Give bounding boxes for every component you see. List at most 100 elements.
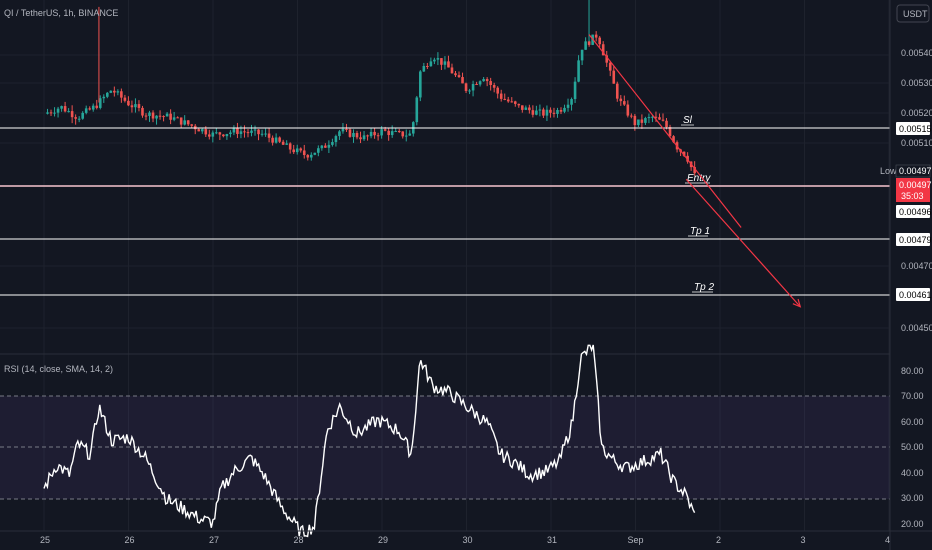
time-tick: 30 <box>463 535 473 545</box>
candle-body <box>612 70 616 84</box>
candle-body <box>120 91 123 98</box>
entry-label: Entry <box>687 173 711 184</box>
candle-body <box>630 115 633 117</box>
candle-body <box>390 131 394 136</box>
low-price-badge <box>895 164 931 178</box>
tp1-price-badge <box>896 233 930 246</box>
rsi-tick: 20.00 <box>901 519 924 529</box>
candle-body <box>239 131 243 134</box>
candle-body <box>556 110 559 114</box>
candle-body <box>426 65 429 67</box>
candle-body <box>278 137 281 142</box>
candle-body <box>88 108 92 110</box>
candle-body <box>693 167 696 174</box>
candle-body <box>457 75 461 78</box>
candle-body <box>236 128 239 134</box>
trend-arrow-line[interactable] <box>588 34 742 228</box>
candle-body <box>246 132 250 134</box>
candle-body <box>229 132 232 135</box>
candle-body <box>74 117 77 119</box>
candle-body <box>415 97 419 123</box>
candle-body <box>327 144 331 148</box>
candle-body <box>380 129 383 136</box>
candle-body <box>341 128 345 132</box>
candle-body <box>345 128 348 130</box>
candle-body <box>605 55 609 63</box>
candle-body <box>151 112 155 119</box>
candle-body <box>513 101 517 104</box>
candle-body <box>208 134 211 137</box>
candle-body <box>419 71 422 98</box>
symbol-label[interactable]: QI / TetherUS, 1h, BINANCE <box>4 8 118 18</box>
candle-body <box>70 111 74 118</box>
candle-body <box>141 107 144 116</box>
candle-body <box>587 41 591 45</box>
candle-body <box>450 67 454 74</box>
time-tick: 27 <box>209 535 219 545</box>
candle-body <box>584 41 587 50</box>
candle-body <box>352 133 355 137</box>
candle-body <box>179 117 183 125</box>
candle-body <box>299 148 303 151</box>
currency-button[interactable]: USDT <box>896 4 930 23</box>
price-tick: 0.00530 <box>901 78 932 88</box>
candle-body <box>475 83 478 85</box>
rsi-title: RSI (14, close, SMA, 14, 2) <box>4 364 113 374</box>
candle-body <box>654 116 658 118</box>
candle-body <box>169 113 172 120</box>
candle-body <box>63 106 67 112</box>
rsi-tick: 30.00 <box>901 493 924 503</box>
candle-body <box>651 116 654 118</box>
candle-body <box>190 124 194 126</box>
candle-body <box>225 134 229 137</box>
candle-body <box>95 105 99 108</box>
candle-body <box>320 145 324 149</box>
candle-body <box>130 105 134 108</box>
candle-body <box>197 129 201 132</box>
candle-body <box>222 134 225 137</box>
candle-body <box>366 135 369 137</box>
price-axis-background <box>890 0 932 550</box>
candle-body <box>383 129 387 131</box>
candle-body <box>98 98 102 108</box>
trend-arrow-line[interactable] <box>685 178 801 308</box>
low-badge-label: Low <box>880 166 897 176</box>
candle-body <box>373 131 376 136</box>
candle-body <box>492 85 496 88</box>
candle-body <box>598 37 601 45</box>
candle-body <box>468 90 471 92</box>
candle-body <box>464 83 468 91</box>
candle-body <box>538 109 542 111</box>
candle-body <box>243 131 246 133</box>
candle-body <box>109 90 113 93</box>
time-tick: 26 <box>125 535 135 545</box>
candle-body <box>623 101 626 105</box>
candle-body <box>264 133 267 135</box>
time-axis[interactable]: 25 26 27 28 29 30 31 Sep 2 3 4 <box>40 535 890 545</box>
price-axis[interactable]: 0.00540 0.00530 0.00520 0.00510 0.00470 … <box>901 48 932 333</box>
candle-body <box>637 119 640 126</box>
candle-body <box>577 60 580 82</box>
candle-body <box>250 130 253 133</box>
price-tick: 0.00520 <box>901 108 932 118</box>
candle-body <box>267 133 271 138</box>
candle-body <box>84 108 88 113</box>
candle-body <box>288 143 292 150</box>
candle-body <box>521 105 524 110</box>
time-tick: 28 <box>294 535 304 545</box>
candle-body <box>549 109 552 113</box>
candle-body <box>447 61 450 68</box>
candle-body <box>376 135 380 137</box>
countdown-timer: 35:03 <box>901 191 924 201</box>
candle-body <box>292 149 296 153</box>
candle-body <box>489 81 492 86</box>
rsi-axis[interactable]: 80.00 70.00 60.00 50.00 40.00 30.00 20.0… <box>901 366 924 529</box>
candle-body <box>116 91 120 93</box>
candle-body <box>200 129 204 132</box>
candle-body <box>601 44 605 56</box>
candle-body <box>503 98 507 100</box>
entry-price-badge <box>896 205 930 218</box>
candle-body <box>218 132 222 135</box>
time-tick: 2 <box>716 535 721 545</box>
